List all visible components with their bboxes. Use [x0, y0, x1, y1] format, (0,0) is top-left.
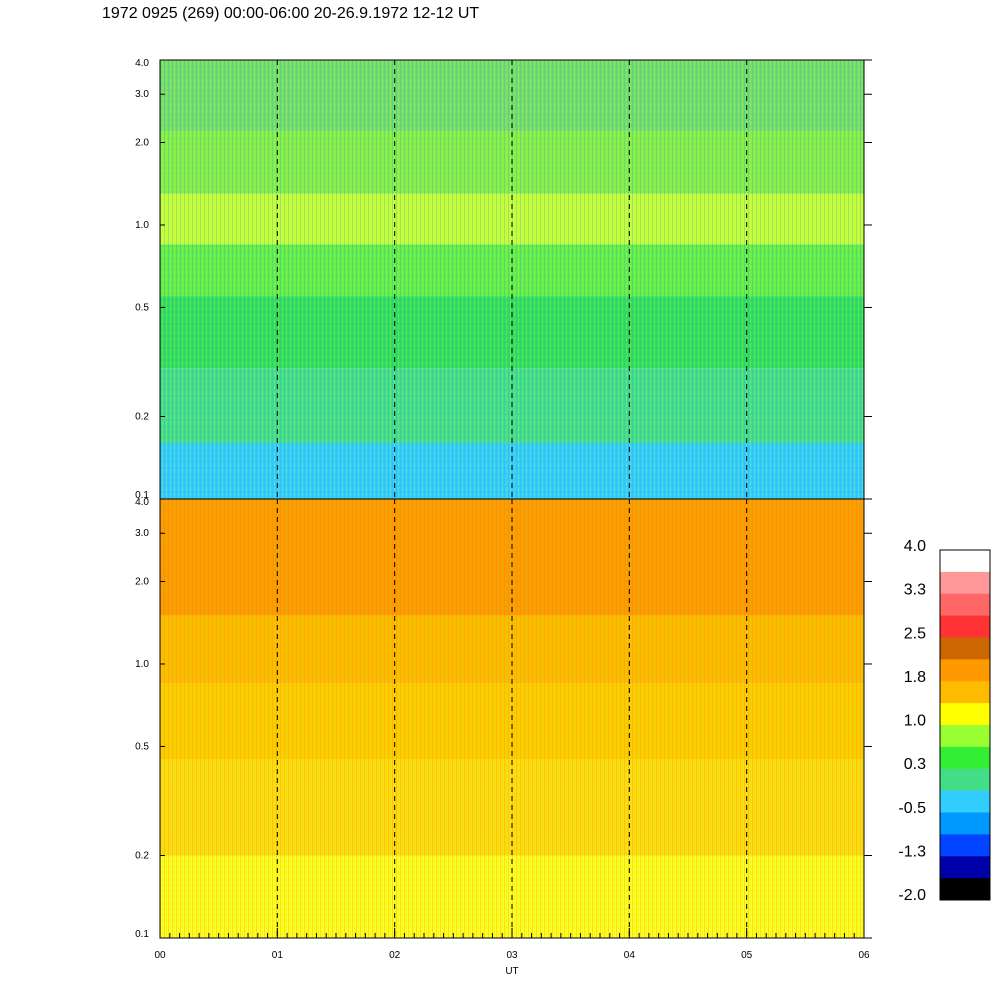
- colorbar-swatch-8: [940, 725, 990, 748]
- colorbar-swatch-3: [940, 615, 990, 638]
- colorbar-swatch-2: [940, 593, 990, 617]
- bottom-ytick-label-2: 0.5: [135, 741, 149, 752]
- colorbar-label-6: -0.5: [898, 800, 926, 817]
- top-ytick-label-6: 4.0: [135, 58, 149, 69]
- colorbar-swatch-9: [940, 746, 990, 770]
- top-ytick-label-4: 2.0: [135, 137, 149, 148]
- colorbar-swatch-10: [940, 768, 990, 792]
- top-ytick-label-5: 3.0: [135, 89, 149, 100]
- colorbar-swatch-12: [940, 812, 990, 835]
- bottom-ytick-label-4: 2.0: [135, 576, 149, 587]
- x-axis: 00 01 02 03 04 05 06: [154, 928, 870, 961]
- x-tick-label-0: 00: [154, 950, 166, 961]
- colorbar-label-0: 4.0: [904, 538, 926, 555]
- x-tick-label-3: 03: [506, 950, 518, 961]
- colorbar-swatch-15: [940, 878, 990, 901]
- x-tick-label-4: 04: [624, 950, 636, 961]
- colorbar-label-5: 0.3: [904, 756, 926, 773]
- chart-title: 1972 0925 (269) 00:00-06:00 20-26.9.1972…: [102, 5, 480, 22]
- x-tick-label-2: 02: [389, 950, 401, 961]
- top-ytick-label-1: 0.2: [135, 412, 149, 423]
- top-ytick-label-3: 1.0: [135, 220, 149, 231]
- top-panel: 0.1 0.2 0.5 1.0 2.0 3.0 4.0: [135, 58, 872, 501]
- colorbar-swatch-5: [940, 659, 990, 682]
- colorbar-swatch-6: [940, 681, 990, 704]
- colorbar-swatch-4: [940, 637, 990, 660]
- colorbar-swatch-1: [940, 571, 990, 595]
- colorbar-frame: [939, 549, 991, 901]
- colorbar-swatch-13: [940, 834, 990, 857]
- top-ytick-label-2: 0.5: [135, 302, 149, 313]
- bottom-ytick-label-1: 0.2: [135, 851, 149, 862]
- colorbar-swatch-0: [940, 550, 990, 573]
- x-tick-label-6: 06: [858, 950, 870, 961]
- x-axis-label: UT: [505, 966, 518, 977]
- colorbar-label-1: 3.3: [904, 582, 926, 599]
- colorbar-swatch-14: [940, 856, 990, 879]
- top-ytick-label-0: 0.1: [135, 490, 149, 501]
- colorbar-label-7: -1.3: [898, 843, 926, 860]
- colorbar-swatch-11: [940, 790, 990, 813]
- colorbar-label-3: 1.8: [904, 669, 926, 686]
- colorbar: 4.0 3.3 2.5 1.8 1.0 0.3 -0.5 -1.3 -2.0: [898, 538, 991, 904]
- bottom-panel: 0.1 0.2 0.5 1.0 2.0 3.0 4.0: [135, 497, 872, 940]
- colorbar-label-8: -2.0: [898, 887, 926, 904]
- colorbar-label-2: 2.5: [904, 625, 926, 642]
- bottom-ytick-label-0: 0.1: [135, 929, 149, 940]
- bottom-ytick-label-3: 1.0: [135, 659, 149, 670]
- colorbar-swatch-7: [940, 703, 990, 726]
- bottom-ytick-label-6: 4.0: [135, 497, 149, 508]
- x-tick-label-1: 01: [272, 950, 284, 961]
- x-tick-label-5: 05: [741, 950, 753, 961]
- bottom-ytick-label-5: 3.0: [135, 528, 149, 539]
- colorbar-label-4: 1.0: [904, 713, 926, 730]
